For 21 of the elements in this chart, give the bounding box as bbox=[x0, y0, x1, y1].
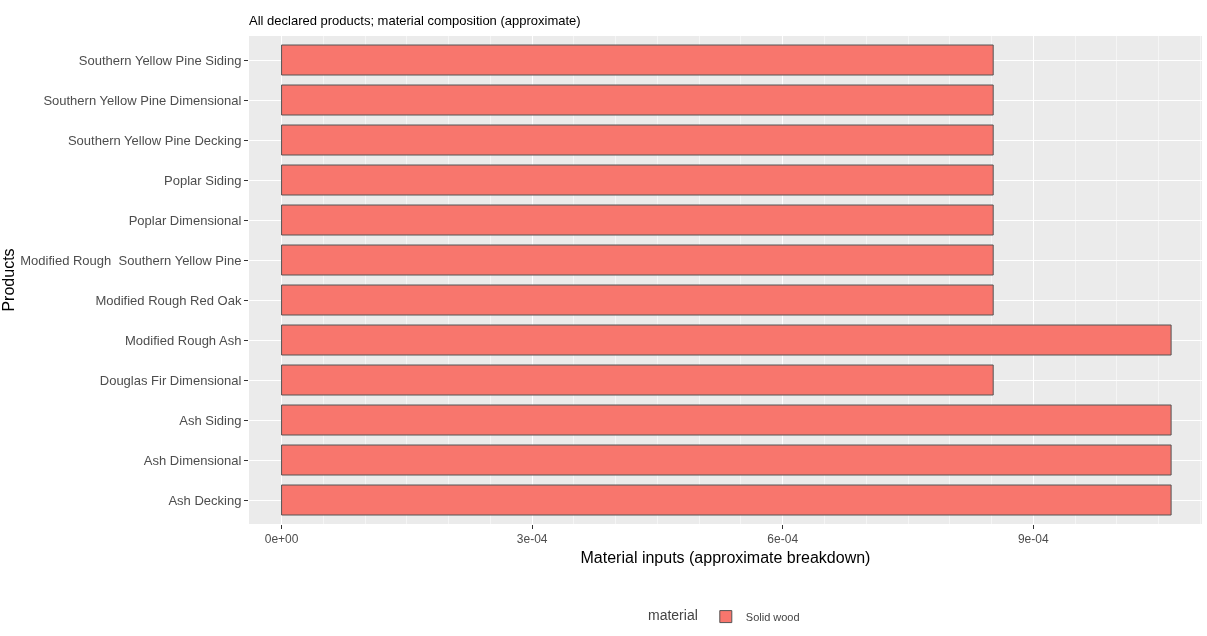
y-tick-label: Southern Yellow Pine Decking bbox=[67, 132, 242, 148]
y-tick-label: Southern Yellow Pine Dimensional bbox=[43, 92, 242, 108]
chart-title: All declared products; material composition (approximate) bbox=[249, 13, 581, 28]
x-tick-label: 9e-04 bbox=[1017, 532, 1049, 547]
y-tick-label: Modified Rough Red Oak bbox=[95, 292, 242, 308]
y-tick-label: Modified Rough Ash bbox=[125, 332, 242, 348]
x-tick-label: 3e-04 bbox=[516, 532, 548, 547]
legend-title: material bbox=[648, 607, 698, 624]
x-axis-title: Material inputs (approximate breakdown) bbox=[580, 549, 871, 567]
y-tick-label: Modified Rough Southern Yellow Pine bbox=[20, 252, 242, 268]
x-tick-label: 6e-04 bbox=[767, 532, 799, 547]
y-tick-label: Ash Siding bbox=[179, 412, 242, 428]
y-tick-label: Ash Decking bbox=[168, 492, 242, 508]
y-tick-label: Poplar Siding bbox=[164, 172, 242, 188]
x-tick-label: 0e+00 bbox=[264, 532, 299, 547]
y-tick-label: Douglas Fir Dimensional bbox=[99, 372, 242, 388]
y-tick-label: Ash Dimensional bbox=[143, 452, 242, 468]
legend-label: Solid wood bbox=[745, 610, 800, 623]
y-tick-label: Southern Yellow Pine Siding bbox=[78, 52, 242, 68]
y-axis-title: Products bbox=[0, 248, 17, 312]
y-tick-label: Poplar Dimensional bbox=[128, 212, 242, 228]
